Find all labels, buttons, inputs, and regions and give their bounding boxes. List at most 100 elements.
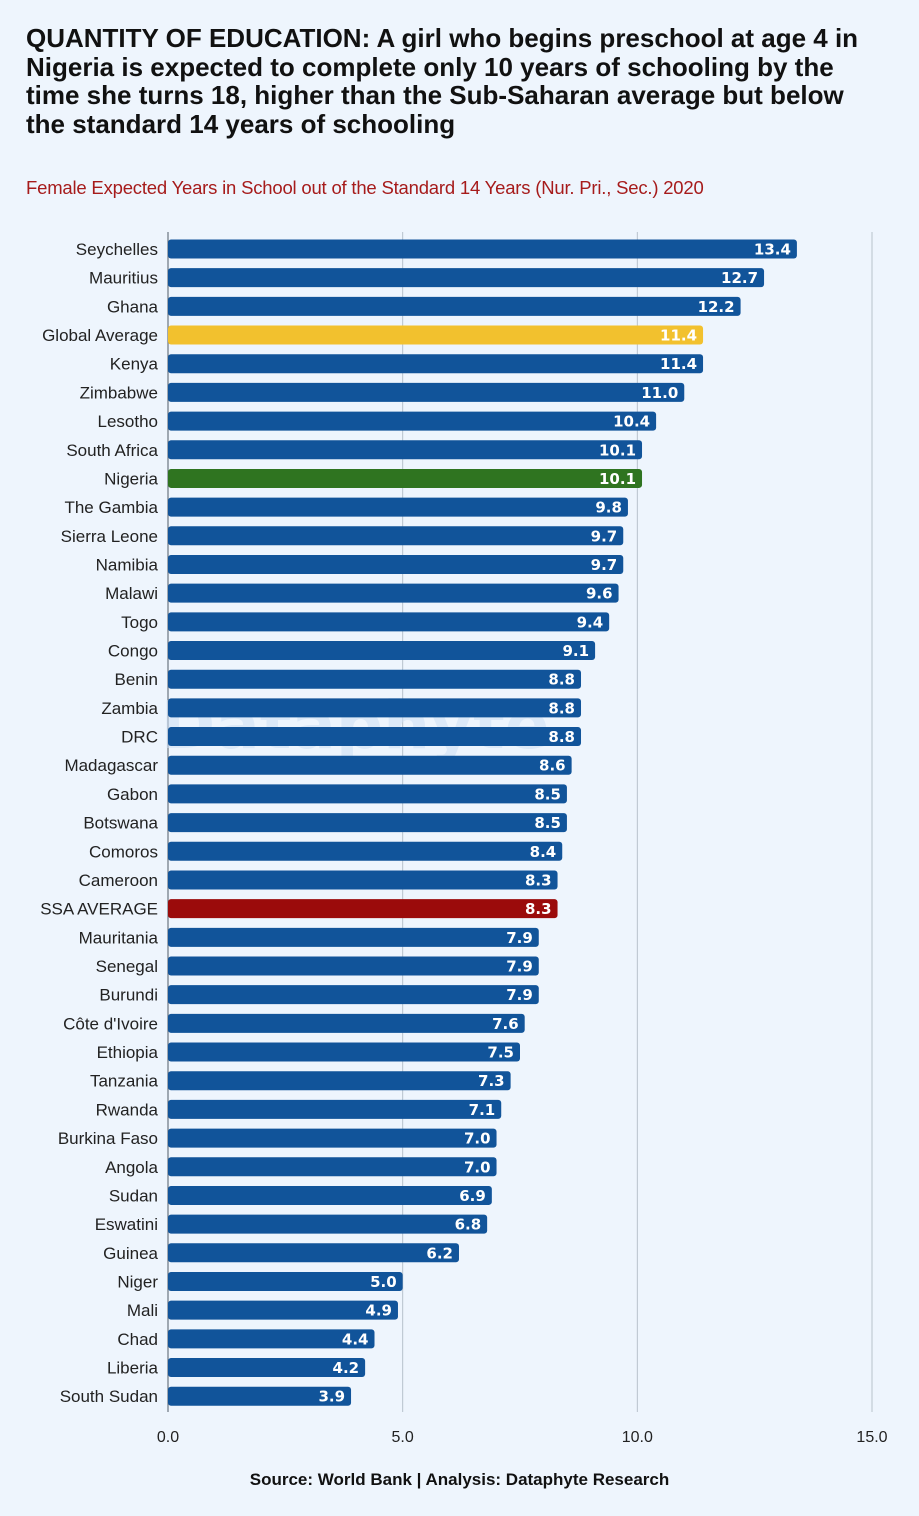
- bar: [168, 296, 741, 316]
- bar-value-label: 8.3: [525, 871, 552, 889]
- bar-value-label: 12.2: [698, 298, 735, 316]
- category-label: Rwanda: [96, 1100, 159, 1119]
- category-label: Senegal: [96, 957, 158, 976]
- category-label: Sudan: [109, 1186, 158, 1205]
- category-label: Benin: [115, 670, 158, 689]
- bar: [168, 468, 643, 488]
- bar: [168, 755, 572, 775]
- category-label: Mali: [127, 1301, 158, 1320]
- category-label: Comoros: [89, 842, 158, 861]
- bar: [168, 1099, 502, 1119]
- bar: [168, 985, 539, 1005]
- bar-value-label: 7.5: [487, 1044, 514, 1062]
- bar: [168, 870, 558, 890]
- category-label: Mauritius: [89, 269, 158, 288]
- category-label: Lesotho: [98, 412, 159, 431]
- bar: [168, 325, 704, 345]
- bar-value-label: 10.1: [599, 470, 636, 488]
- category-label: SSA AVERAGE: [40, 900, 158, 919]
- bar: [168, 1271, 403, 1291]
- bar: [168, 1071, 511, 1091]
- bar: [168, 641, 596, 661]
- bar: [168, 698, 582, 718]
- bar: [168, 1185, 492, 1205]
- category-label: Botswana: [83, 814, 158, 833]
- bar: [168, 382, 685, 402]
- source-note: Source: World Bank | Analysis: Dataphyte…: [249, 1470, 670, 1489]
- bar-value-label: 10.1: [599, 441, 636, 459]
- bar-value-label: 7.3: [478, 1072, 505, 1090]
- category-label: Eswatini: [95, 1215, 158, 1234]
- category-label: Zimbabwe: [80, 383, 158, 402]
- bar: [168, 956, 539, 976]
- category-label: Sierra Leone: [61, 527, 158, 546]
- category-label: South Sudan: [60, 1387, 158, 1406]
- chart-title: QUANTITY OF EDUCATION: A girl who begins…: [26, 23, 859, 139]
- category-label: Burundi: [99, 986, 158, 1005]
- category-label: Angola: [105, 1158, 158, 1177]
- bar-value-label: 8.6: [539, 757, 566, 775]
- bar-value-label: 7.9: [506, 986, 533, 1004]
- bar-value-label: 9.7: [591, 527, 618, 545]
- x-tick-label: 10.0: [622, 1429, 653, 1446]
- bar-value-label: 9.7: [591, 556, 618, 574]
- bar-value-label: 8.8: [548, 699, 575, 717]
- bar-value-label: 11.4: [660, 327, 697, 345]
- bar: [168, 727, 582, 747]
- bar-value-label: 4.9: [365, 1302, 392, 1320]
- bar: [168, 354, 704, 374]
- category-label: Tanzania: [90, 1072, 159, 1091]
- bar-value-label: 12.7: [721, 269, 758, 287]
- bar-value-label: 8.4: [530, 843, 557, 861]
- category-label: Niger: [117, 1272, 158, 1291]
- bar: [168, 927, 539, 947]
- bar-value-label: 9.1: [563, 642, 590, 660]
- bar-value-label: 13.4: [754, 241, 791, 259]
- category-label: Malawi: [105, 584, 158, 603]
- x-tick-label: 15.0: [856, 1429, 887, 1446]
- bar-value-label: 7.9: [506, 958, 533, 976]
- bars: 13.412.712.211.411.411.010.410.110.19.89…: [168, 239, 797, 1406]
- bar-value-label: 10.4: [613, 413, 650, 431]
- category-label: Congo: [108, 642, 158, 661]
- bar: [168, 1329, 375, 1349]
- bar-value-label: 7.1: [469, 1101, 496, 1119]
- bar-value-label: 8.5: [534, 814, 561, 832]
- category-label: Ethiopia: [97, 1043, 159, 1062]
- bar: [168, 526, 624, 546]
- bar-value-label: 4.4: [342, 1330, 369, 1348]
- category-label: Namibia: [96, 555, 159, 574]
- bar-value-label: 8.8: [548, 671, 575, 689]
- category-label: DRC: [121, 728, 158, 747]
- bar-value-label: 6.9: [459, 1187, 486, 1205]
- bar: [168, 554, 624, 574]
- category-label: Madagascar: [64, 756, 158, 775]
- bar: [168, 583, 619, 603]
- category-label: Kenya: [110, 355, 159, 374]
- bar: [168, 784, 567, 804]
- bar-value-label: 7.0: [464, 1130, 491, 1148]
- bar: [168, 411, 657, 431]
- bar: [168, 1358, 366, 1378]
- category-label: Seychelles: [76, 240, 158, 259]
- category-labels: Seychelles Mauritius Ghana Global Average Ke…: [40, 240, 158, 1406]
- bar: [168, 612, 610, 632]
- bar-chart: Dataphyte 13.412.712.211.411.411.010.410…: [40, 232, 888, 1446]
- chart-subtitle: Female Expected Years in School out of t…: [26, 177, 704, 198]
- bar-value-label: 11.4: [660, 355, 697, 373]
- category-label: Côte d'Ivoire: [63, 1014, 158, 1033]
- category-label: Togo: [121, 613, 158, 632]
- bar-value-label: 5.0: [370, 1273, 397, 1291]
- bar: [168, 239, 797, 259]
- category-label: Global Average: [42, 326, 158, 345]
- bar: [168, 1013, 525, 1033]
- category-label: Zambia: [101, 699, 158, 718]
- bar: [168, 1300, 398, 1320]
- bar-value-label: 7.6: [492, 1015, 519, 1033]
- bar: [168, 1128, 497, 1148]
- bar: [168, 813, 567, 833]
- bar: [168, 1042, 520, 1062]
- category-label: Mauritania: [79, 928, 159, 947]
- x-tick-label: 0.0: [157, 1429, 179, 1446]
- bar: [168, 1214, 488, 1234]
